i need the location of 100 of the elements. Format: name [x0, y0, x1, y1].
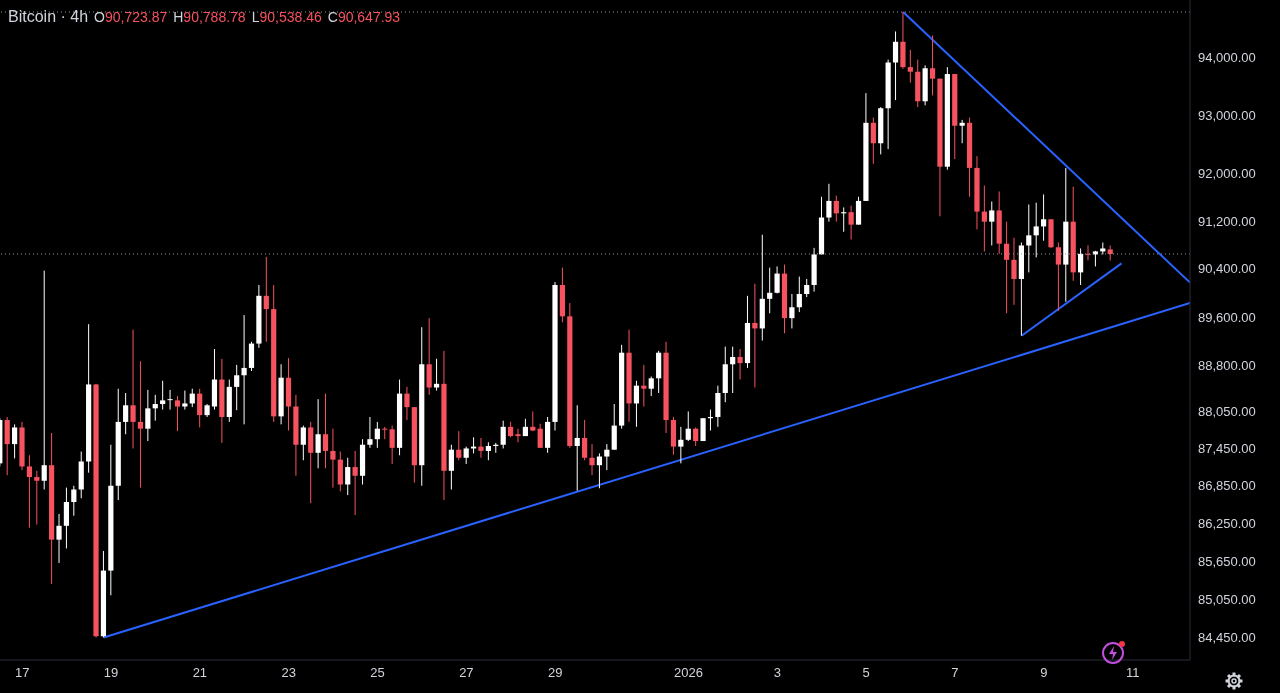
candlestick	[1033, 202, 1039, 258]
x-tick-label: 25	[370, 665, 385, 681]
x-tick-label: 17	[14, 665, 30, 681]
candlestick	[892, 30, 899, 101]
x-tick-label: 5	[862, 665, 870, 681]
candlestick	[174, 395, 181, 432]
candlestick	[137, 360, 144, 489]
candlestick	[907, 49, 913, 84]
annotation: O90,723.87	[94, 9, 168, 25]
x-tick-label: 23	[281, 665, 296, 681]
y-tick-label: 88,800.00	[1198, 358, 1256, 374]
candlestick	[1011, 237, 1017, 306]
candlestick	[929, 34, 936, 96]
candlestick	[1078, 247, 1084, 286]
candlestick	[870, 117, 876, 165]
candlestick	[715, 385, 721, 428]
y-tick-label: 93,000.00	[1198, 107, 1256, 123]
candlestick	[959, 119, 965, 144]
candlestick	[263, 256, 269, 343]
candlestick	[456, 430, 462, 461]
candlestick	[604, 443, 610, 471]
candlestick	[300, 425, 306, 461]
candlestick	[374, 421, 380, 449]
y-tick-label: 85,050.00	[1198, 591, 1256, 607]
y-tick-label: 92,000.00	[1198, 166, 1256, 182]
candlestick	[1026, 203, 1032, 273]
candlestick	[855, 196, 862, 226]
x-tick-label: 9	[1040, 665, 1048, 681]
x-tick-label: 27	[459, 665, 474, 681]
x-tick-label: 3	[773, 665, 781, 681]
candlestick	[152, 394, 158, 422]
candlestick	[145, 389, 151, 442]
candlestick	[641, 364, 647, 408]
x-tick-label: 11	[1125, 665, 1140, 681]
y-tick-label: 87,450.00	[1198, 441, 1256, 457]
x-tick-label: 21	[192, 665, 208, 681]
candlestick	[1055, 241, 1061, 312]
candlestick	[345, 457, 351, 496]
candlestick	[330, 428, 336, 489]
y-tick-label: 85,650.00	[1198, 553, 1256, 569]
candlestick	[796, 276, 802, 313]
candlestick	[367, 416, 373, 449]
candlestick	[981, 185, 987, 252]
candlestick	[589, 443, 595, 476]
candlestick	[241, 314, 247, 425]
candlestick	[404, 386, 410, 421]
candlestick	[182, 390, 188, 411]
y-tick-label: 89,600.00	[1198, 309, 1256, 325]
candlestick	[1003, 221, 1010, 314]
candlestick	[26, 454, 33, 529]
annotation: H90,788.78	[173, 9, 246, 25]
candlestick	[63, 487, 70, 549]
candlestick	[582, 419, 588, 461]
y-tick-label: 84,450.00	[1198, 630, 1256, 646]
y-tick-label: 94,000.00	[1198, 49, 1256, 65]
y-tick-label: 86,250.00	[1198, 515, 1256, 531]
candlestick	[315, 398, 321, 469]
candlestick	[515, 428, 521, 443]
annotation: C90,647.93	[327, 9, 401, 25]
candlestick	[234, 364, 240, 411]
annotation: L90,538.46	[251, 9, 322, 25]
candlestick	[693, 426, 699, 447]
candlestick	[197, 388, 203, 428]
candlestick	[160, 380, 166, 411]
candlestick	[41, 270, 47, 490]
candlestick	[12, 423, 18, 459]
x-tick-label: 19	[103, 665, 119, 681]
candlestick	[34, 470, 40, 526]
candlestick	[382, 426, 388, 440]
y-tick-label: 91,200.00	[1198, 213, 1256, 229]
x-tick-label: 2026	[674, 665, 703, 681]
x-tick-label: 7	[951, 665, 959, 681]
candlestick	[989, 201, 995, 246]
candlestick	[633, 380, 640, 428]
candlestick	[71, 485, 77, 517]
candlestick	[130, 329, 136, 449]
text: Bitcoin · 4h	[8, 8, 89, 25]
candlestick	[426, 317, 432, 396]
candlestick	[804, 278, 810, 298]
candlestick	[56, 513, 62, 564]
candlestick	[352, 450, 358, 516]
candlestick	[123, 392, 129, 435]
candlestick	[389, 425, 395, 465]
candlestick	[648, 375, 654, 397]
candlestick	[678, 426, 684, 464]
candlestick	[826, 183, 832, 223]
candlestick	[478, 437, 484, 459]
y-tick-label: 86,850.00	[1198, 478, 1256, 494]
candlestick	[774, 265, 780, 294]
y-tick-label: 88,050.00	[1198, 404, 1256, 420]
candlestick	[789, 293, 795, 329]
candlestick	[574, 404, 580, 492]
candlestick	[448, 444, 454, 490]
candlestick	[848, 205, 854, 241]
candlestick	[737, 348, 743, 381]
candlestick	[1040, 193, 1047, 242]
candlestick	[833, 195, 839, 223]
y-tick-label: 90,400.00	[1198, 261, 1256, 277]
candlestick	[685, 410, 691, 442]
candlestick	[767, 267, 773, 314]
